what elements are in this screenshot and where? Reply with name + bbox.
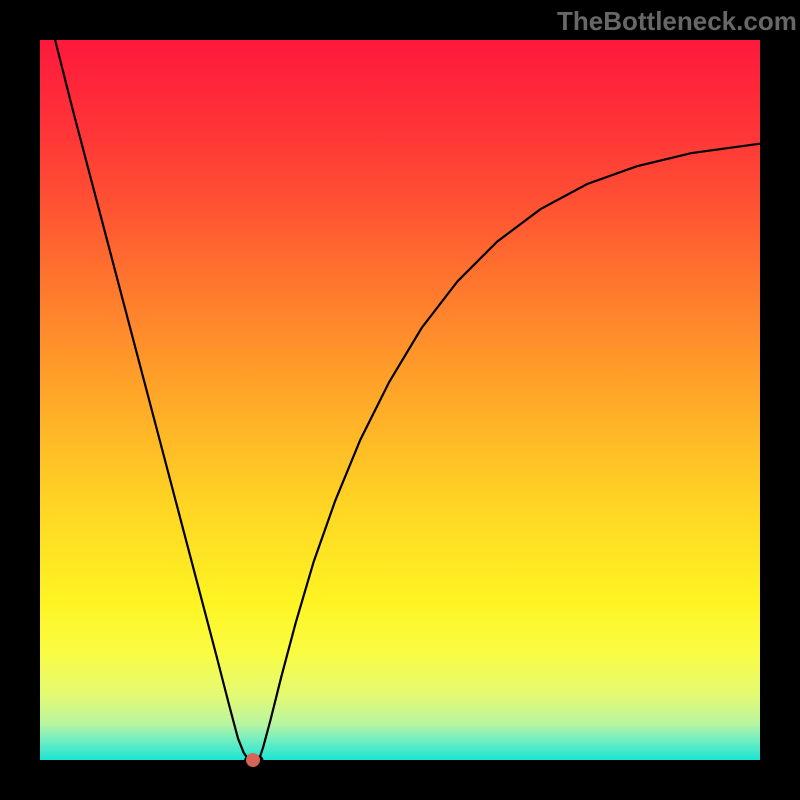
curve-layer (0, 0, 800, 800)
chart-canvas: TheBottleneck.com (0, 0, 800, 800)
watermark-text: TheBottleneck.com (557, 6, 797, 37)
curve-left-branch (55, 40, 249, 760)
curve-right-branch (259, 144, 760, 760)
minimum-marker (246, 753, 260, 767)
